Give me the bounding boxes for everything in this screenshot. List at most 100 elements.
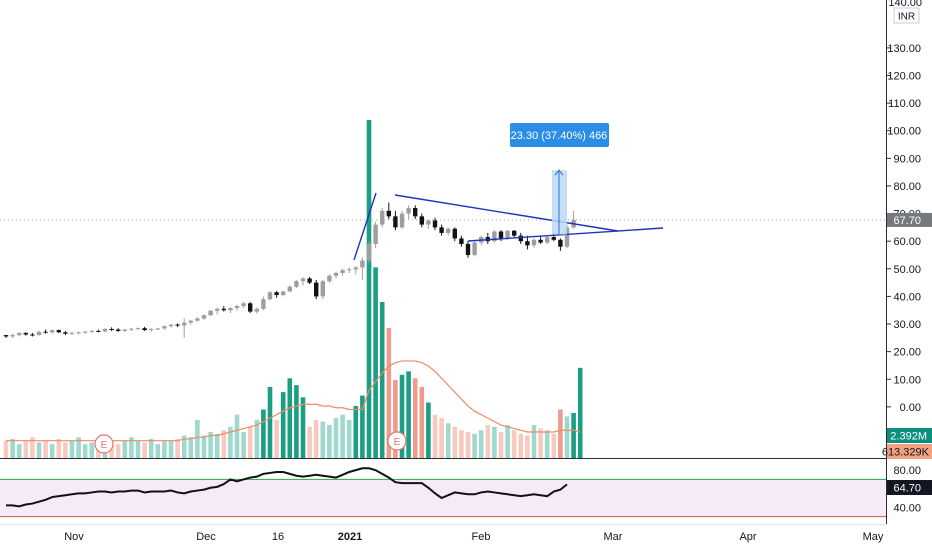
candle	[221, 306, 226, 312]
price-tick-label: 60.00	[893, 236, 921, 248]
earnings-marker-2-label: E	[394, 437, 401, 448]
time-axis[interactable]: Nov Dec 16 2021 Feb Mar Apr May	[64, 531, 884, 543]
candle	[261, 296, 266, 311]
volume-bar	[465, 432, 471, 458]
earnings-marker-2[interactable]: E	[387, 431, 407, 451]
volume-bar	[498, 432, 504, 458]
volume-value-badge	[887, 428, 932, 443]
candle	[162, 325, 167, 330]
candle	[122, 328, 127, 333]
candle	[102, 328, 108, 333]
volume-bar	[564, 416, 570, 458]
candle	[36, 330, 42, 336]
candle	[208, 310, 213, 317]
time-label-2021: 2021	[338, 531, 362, 543]
volume-bar	[247, 426, 253, 458]
volume-bar	[346, 419, 352, 458]
flagpole-line[interactable]	[353, 192, 377, 261]
volume-bar	[538, 428, 543, 458]
candle	[215, 307, 220, 315]
volume-bar	[43, 440, 48, 458]
price-tick-label: 10.00	[893, 374, 921, 386]
price-tick-label: 20.00	[893, 347, 921, 359]
time-label-may: May	[863, 531, 884, 543]
volume-bar	[439, 418, 444, 458]
volume-bar	[274, 419, 279, 458]
volume-bar	[544, 430, 550, 458]
candle	[63, 330, 68, 336]
volume-bar	[23, 440, 29, 458]
volume-bar	[201, 435, 207, 458]
candle	[109, 327, 114, 331]
volume-bar	[478, 430, 484, 458]
candle	[10, 333, 15, 338]
volume-bar	[320, 421, 326, 458]
volume-bar	[188, 437, 194, 458]
earnings-marker-1[interactable]: E	[94, 434, 114, 454]
currency-badge[interactable]	[893, 7, 920, 24]
volume-bar	[228, 426, 233, 458]
rsi-pane	[0, 467, 886, 518]
volume-bar	[399, 374, 405, 458]
volume-bar	[287, 378, 293, 458]
candle	[393, 210, 398, 231]
candle	[419, 213, 424, 228]
measure-label-box	[510, 123, 609, 147]
candle	[531, 238, 537, 249]
candle	[360, 257, 365, 280]
candle	[241, 301, 246, 309]
volume-bar	[333, 418, 339, 458]
volume-bar	[10, 438, 15, 458]
candle	[538, 235, 543, 244]
volume-ma-badge	[887, 444, 932, 459]
rsi-tick-label: 80.00	[893, 465, 921, 477]
volume-bar	[261, 409, 266, 458]
candle	[56, 329, 61, 333]
volume-bar	[56, 438, 62, 458]
candle	[234, 304, 240, 311]
volume-bar	[280, 392, 286, 458]
volume-bar	[406, 371, 411, 458]
time-label-apr: Apr	[739, 531, 756, 543]
volume-bar	[393, 380, 398, 458]
candle	[320, 279, 325, 300]
candle	[380, 208, 385, 228]
candle	[168, 324, 174, 328]
volume-bar	[485, 425, 491, 458]
candle	[30, 332, 35, 337]
volume-ma-label: 613.329K	[882, 447, 930, 459]
volume-bar	[115, 444, 121, 458]
volume-bar	[109, 442, 114, 458]
volume-bar	[267, 386, 273, 458]
rsi-value-label: 64.70	[893, 483, 921, 495]
candle	[406, 205, 411, 220]
candle	[307, 277, 312, 284]
measure-label: 23.30 (37.40%) 466	[511, 130, 608, 142]
candle	[228, 307, 233, 313]
candle	[76, 331, 81, 335]
candle	[50, 329, 55, 334]
candle	[195, 317, 200, 322]
time-label-16: 16	[272, 531, 284, 543]
volume-bar	[181, 435, 187, 458]
volume-bar	[135, 440, 141, 458]
volume-bar	[162, 440, 167, 458]
candle	[188, 319, 193, 325]
price-tick-label: 120.00	[887, 71, 921, 83]
candle	[492, 230, 497, 243]
volume-bar	[531, 425, 537, 458]
price-axis[interactable]: 130.00120.00110.00100.0090.0080.0070.006…	[882, 0, 932, 524]
volume-bar	[518, 433, 524, 458]
pennant-upper-trendline[interactable]	[394, 194, 619, 232]
volume-bar	[300, 397, 306, 458]
volume-bar	[129, 437, 134, 458]
candle	[17, 332, 22, 337]
candlestick-series	[3, 202, 576, 338]
volume-bar	[208, 432, 213, 458]
volume-bar	[412, 378, 418, 458]
volume-bar	[492, 426, 497, 458]
candle	[373, 221, 378, 249]
candle	[465, 241, 471, 258]
